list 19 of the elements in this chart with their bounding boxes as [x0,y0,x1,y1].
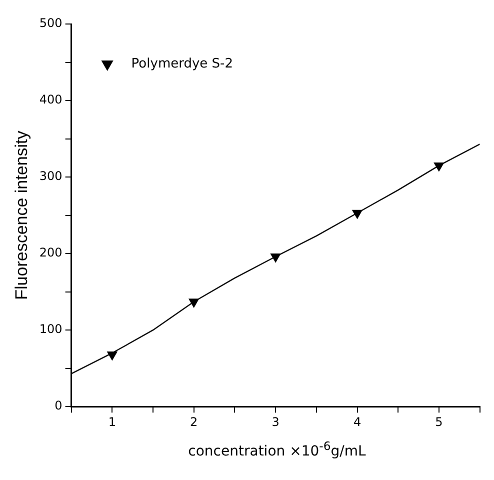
x-tick-label: 5 [435,414,443,429]
point [352,210,362,219]
point [188,298,199,308]
x-tick-label: 4 [353,414,362,429]
x-tick-label: 3 [272,414,280,429]
legend-label: Polymerdye S-2 [131,56,234,72]
x-tick-label: 1 [108,414,116,429]
y-tick-label: 100 [39,322,62,336]
y-tick-label: 400 [39,92,62,107]
y-tick-label: 300 [39,169,62,184]
x-axis-title: concentration ×10$^{-6}$g/mL [187,439,367,460]
y-axis-title: Fluorescence intensity [12,130,31,300]
point [434,162,444,172]
x-tick-label: 2 [190,414,198,429]
y-tick-label: 200 [39,246,62,260]
point [107,351,118,360]
y-tick-label: 500 [39,16,62,30]
y-tick-label: 0 [54,398,62,413]
point [270,254,280,262]
